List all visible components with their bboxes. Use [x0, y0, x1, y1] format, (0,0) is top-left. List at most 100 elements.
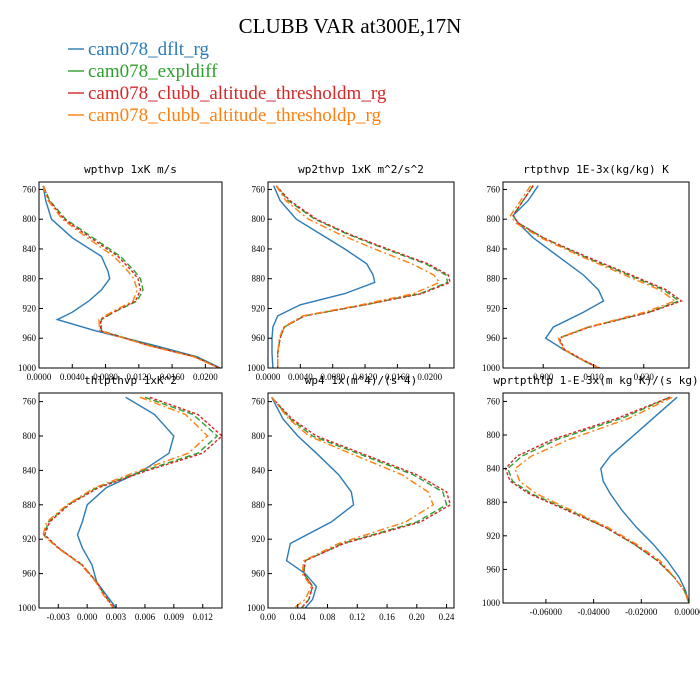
y-tick-label: 880 — [252, 500, 266, 510]
y-tick-label: 1000 — [247, 363, 266, 373]
x-tick-label: 0.003 — [106, 612, 127, 622]
series-line — [76, 396, 175, 608]
y-tick-label: 840 — [487, 464, 501, 474]
y-tick-label: 960 — [487, 333, 501, 343]
y-tick-label: 800 — [23, 431, 37, 441]
x-tick-label: 0.08 — [320, 612, 336, 622]
panel-title: wp2thvp 1xK m^2/s^2 — [298, 163, 424, 176]
figure-title: CLUBB VAR at300E,17N — [239, 14, 462, 38]
y-tick-label: 760 — [23, 397, 37, 407]
series-line — [42, 396, 219, 608]
x-tick-label: 0.0080 — [320, 372, 345, 382]
legend-label: cam078_expldiff — [88, 61, 218, 82]
series-line — [42, 185, 219, 368]
x-tick-label: 0.0000 — [27, 372, 52, 382]
panel-title: thlpthvp 1xK^2 — [84, 374, 177, 387]
x-tick-label: 0.020 — [634, 372, 655, 382]
series-line — [275, 185, 441, 368]
y-tick-label: 760 — [23, 184, 37, 194]
x-tick-label: 0.12 — [349, 612, 365, 622]
y-tick-label: 960 — [252, 569, 266, 579]
x-tick-label: -0.003 — [47, 612, 71, 622]
series-line — [271, 396, 355, 608]
y-tick-label: 920 — [252, 534, 266, 544]
legend-label: cam078_clubb_altitude_thresholdp_rg — [88, 105, 382, 126]
x-tick-label: 0.010 — [583, 372, 604, 382]
y-tick-label: 840 — [23, 244, 37, 254]
series-line — [42, 396, 209, 608]
y-tick-label: 840 — [487, 244, 501, 254]
legend: cam078_dflt_rg cam078_expldiff cam078_cl… — [68, 39, 387, 126]
x-tick-label: 0.0120 — [353, 372, 378, 382]
series-line — [275, 185, 449, 368]
y-tick-label: 760 — [487, 184, 501, 194]
panel-frame — [267, 392, 455, 609]
series-line — [271, 185, 376, 368]
panel: wp2thvp 1xK m^2/s^2 760 800 840 880 920 960 100… — [247, 163, 455, 382]
y-tick-label: 1000 — [247, 603, 266, 613]
x-tick-label: 0.00 — [260, 612, 276, 622]
series-line — [271, 396, 448, 608]
y-tick-label: 1000 — [18, 603, 37, 613]
series-line — [514, 396, 689, 603]
x-tick-label: -0.04000 — [577, 607, 610, 617]
y-tick-label: 800 — [252, 214, 266, 224]
x-tick-label: -0.02000 — [625, 607, 658, 617]
series-line — [271, 396, 452, 608]
y-tick-label: 800 — [487, 214, 501, 224]
series-line — [43, 396, 222, 608]
series-line — [504, 396, 689, 603]
legend-label: cam078_dflt_rg — [88, 39, 210, 60]
x-tick-label: 0.000 — [77, 612, 98, 622]
panel-title: rtpthvp 1E-3x(kg/kg) K — [523, 163, 669, 176]
y-tick-label: 800 — [487, 430, 501, 440]
panel-frame — [38, 181, 223, 369]
y-tick-label: 760 — [252, 184, 266, 194]
series-line — [512, 185, 681, 368]
x-tick-label: 0.20 — [409, 612, 425, 622]
panels: wpthvp 1xK m/s76080084088092096010000.00… — [18, 163, 700, 622]
x-tick-label: 0.012 — [193, 612, 213, 622]
y-tick-label: 920 — [23, 534, 37, 544]
panel-frame — [267, 181, 455, 369]
panel-title: wprtpthlp 1-E-3x(m kg K)/(s kg) — [493, 374, 698, 387]
y-tick-label: 920 — [487, 531, 501, 541]
y-tick-label: 920 — [23, 303, 37, 313]
y-tick-label: 960 — [23, 333, 37, 343]
x-tick-label: 0.0120 — [126, 372, 151, 382]
panel: thlpthvp 1xK^2 760 800 840 880 920 960 1000 -0.0… — [18, 374, 223, 622]
series-line — [509, 185, 677, 368]
x-tick-label: 0.0040 — [288, 372, 313, 382]
series-line — [42, 185, 220, 368]
series-line — [271, 396, 435, 608]
legend-entry: cam078_clubb_altitude_thresholdp_rg — [68, 105, 382, 126]
y-tick-label: 840 — [252, 465, 266, 475]
x-tick-label: 0.006 — [135, 612, 156, 622]
panel: wp4 1x(m^4)/(s^4)76080084088092096010000… — [247, 374, 455, 622]
panel-frame — [502, 181, 690, 369]
y-tick-label: 960 — [23, 569, 37, 579]
y-tick-label: 840 — [23, 465, 37, 475]
y-tick-label: 880 — [23, 274, 37, 284]
y-tick-label: 960 — [487, 564, 501, 574]
panel: wpthvp 1xK m/s76080084088092096010000.00… — [18, 163, 223, 382]
panel: wprtpthlp 1-E-3x(m kg K)/(s kg) 760 800 840… — [482, 374, 700, 617]
y-tick-label: 760 — [252, 397, 266, 407]
legend-entry: cam078_clubb_altitude_thresholdm_rg — [68, 83, 387, 104]
series-line — [275, 185, 451, 368]
x-tick-label: 0.009 — [164, 612, 185, 622]
x-tick-label: 0.000 — [533, 372, 554, 382]
x-tick-label: 0.0080 — [93, 372, 118, 382]
x-tick-label: 0.0160 — [385, 372, 410, 382]
series-line — [506, 396, 689, 603]
series-line — [600, 396, 689, 603]
x-tick-label: 0.24 — [439, 612, 455, 622]
x-tick-label: 0.0200 — [193, 372, 218, 382]
legend-entry: cam078_expldiff — [68, 61, 218, 82]
y-tick-label: 800 — [23, 214, 37, 224]
y-tick-label: 880 — [487, 274, 501, 284]
legend-label: cam078_clubb_altitude_thresholdm_rg — [88, 83, 387, 104]
series-line — [512, 185, 605, 368]
